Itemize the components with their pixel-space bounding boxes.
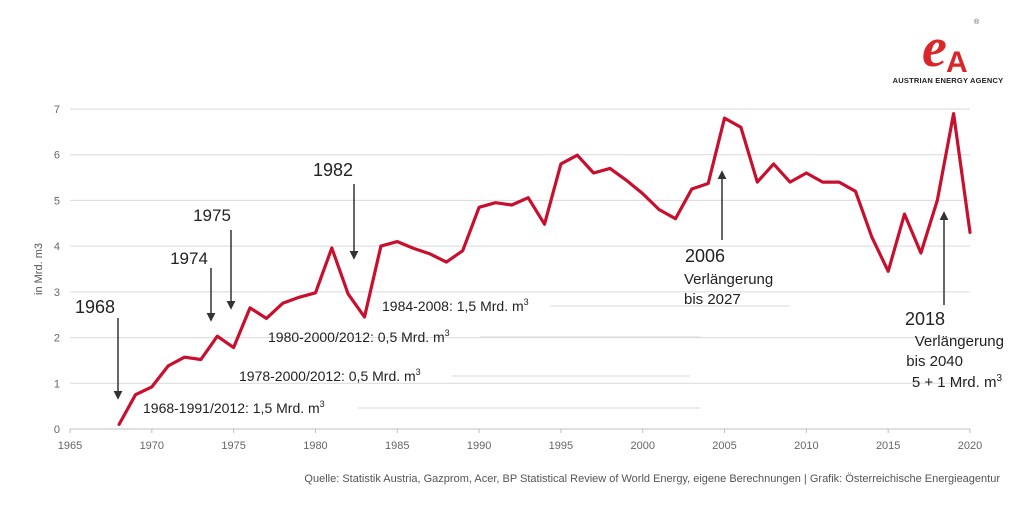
contract-label-1980: 1980-2000/2012: 0,5 Mrd. m3	[268, 328, 450, 345]
axis-layer: 0 1 2 3 4 5 6 7 1965 1970 1975 1980 1985 1990 1995 2000…	[33, 104, 982, 452]
annotation-year-1974: 1974	[170, 249, 208, 268]
y-axis-title: in Mrd. m3	[33, 243, 45, 295]
annotation-year-2006: 2006	[685, 246, 725, 266]
x-tick-label-1995: 1995	[549, 440, 573, 452]
austrian-energy-agency-logo: e A ®	[922, 17, 980, 79]
registered-mark: ®	[974, 18, 980, 26]
annotation-year-1975: 1975	[193, 206, 231, 225]
y-tick-label-2: 2	[54, 333, 60, 345]
note-2006-line2: bis 2027	[684, 291, 741, 308]
y-tick-label-6: 6	[54, 150, 60, 162]
contract-label-1968: 1968-1991/2012: 1,5 Mrd. m3	[143, 399, 325, 416]
note-2018-line3: 5 + 1 Mrd. m3	[912, 373, 1003, 391]
x-tick-label-2010: 2010	[794, 440, 818, 452]
x-tick-label-2000: 2000	[630, 440, 654, 452]
source-note: Quelle: Statistik Austria, Gazprom, Acer…	[304, 473, 1000, 485]
logo-letter-e: e	[922, 17, 947, 79]
grid-layer	[70, 108, 970, 384]
note-2006-line1: Verlängerung	[684, 271, 773, 288]
contract-layer: 1984-2008: 1,5 Mrd. m3 1980-2000/2012: 0,…	[143, 297, 790, 416]
contract-label-1978: 1978-2000/2012: 0,5 Mrd. m3	[239, 367, 421, 384]
y-tick-label-0: 0	[54, 424, 60, 436]
annotation-year-2018: 2018	[905, 309, 945, 329]
y-tick-label-5: 5	[54, 195, 60, 207]
logo-letter-a: A	[946, 46, 968, 79]
logo-wordmark: AUSTRIAN ENERGY AGENCY	[892, 76, 1004, 85]
series-line	[117, 111, 972, 426]
x-tick-label-1975: 1975	[221, 440, 245, 452]
x-tick-label-1970: 1970	[140, 440, 164, 452]
note-2018-line2: bis 2040	[906, 353, 963, 370]
x-tick-label-2005: 2005	[712, 440, 736, 452]
annotation-year-1968: 1968	[75, 297, 115, 317]
series-layer	[117, 111, 972, 426]
annotation-layer: 1968 1974 1975 1982 2006 2018 Verlängerung bis …	[75, 160, 1004, 400]
y-tick-label-4: 4	[54, 241, 60, 253]
annotation-year-1982: 1982	[313, 160, 353, 180]
y-tick-label-3: 3	[54, 287, 60, 299]
x-tick-label-1985: 1985	[385, 440, 409, 452]
x-tick-label-1965: 1965	[58, 440, 82, 452]
x-tick-label-2015: 2015	[876, 440, 900, 452]
y-tick-label-1: 1	[54, 378, 60, 390]
x-tick-label-1980: 1980	[303, 440, 327, 452]
note-2018-line1: Verlängerung	[915, 333, 1004, 350]
x-tick-label-1990: 1990	[467, 440, 491, 452]
y-tick-label-7: 7	[54, 104, 60, 116]
contract-label-1984: 1984-2008: 1,5 Mrd. m3	[382, 297, 529, 314]
x-tick-label-2020: 2020	[958, 440, 982, 452]
